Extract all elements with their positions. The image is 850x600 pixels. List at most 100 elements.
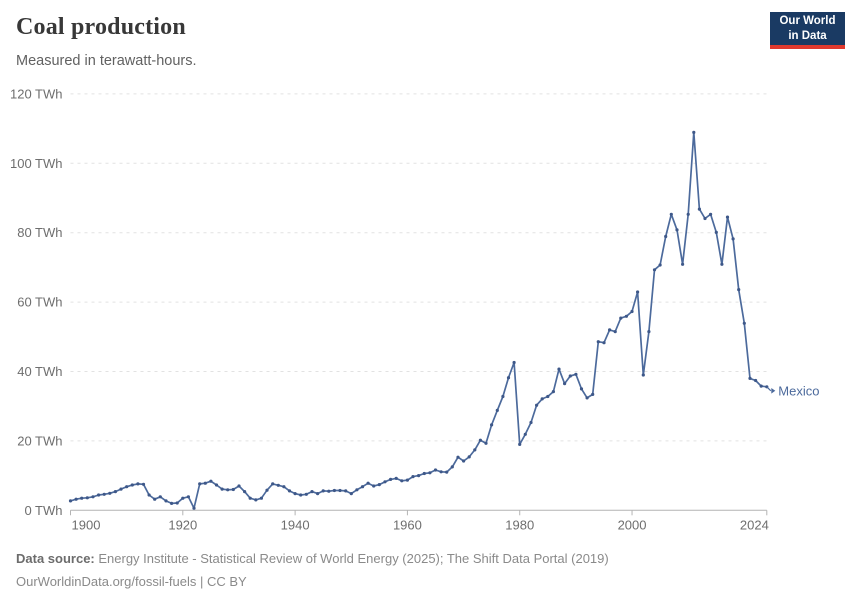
data-point-marker[interactable] [287,489,292,493]
data-point-marker[interactable] [501,394,505,399]
data-point-marker[interactable] [748,376,752,380]
data-point-marker[interactable] [652,268,657,272]
data-point-marker[interactable] [304,492,308,496]
data-point-marker[interactable] [417,474,421,478]
data-point-marker[interactable] [658,263,662,267]
data-point-marker[interactable] [192,506,196,510]
data-point-marker[interactable] [585,396,589,400]
data-point-marker[interactable] [512,360,516,365]
data-point-marker[interactable] [574,372,578,376]
data-point-marker[interactable] [259,496,263,500]
data-point-marker[interactable] [80,496,84,500]
data-point-marker[interactable] [529,420,533,425]
data-point-marker[interactable] [664,234,668,239]
data-point-marker[interactable] [175,501,179,505]
data-point-marker[interactable] [377,483,381,487]
data-point-marker[interactable] [495,408,499,412]
data-point-marker[interactable] [355,488,359,492]
data-point-marker[interactable] [394,476,398,480]
data-point-marker[interactable] [125,485,129,489]
data-point-marker[interactable] [209,479,213,483]
data-point-marker[interactable] [231,487,235,492]
data-point-marker[interactable] [445,470,449,474]
data-point-marker[interactable] [568,374,572,378]
data-point-marker[interactable] [467,455,471,459]
data-point-marker[interactable] [613,330,617,334]
data-point-marker[interactable] [669,212,673,216]
data-point-marker[interactable] [506,376,511,380]
data-point-marker[interactable] [619,316,623,320]
data-point-marker[interactable] [102,492,106,496]
data-point-marker[interactable] [226,488,230,492]
data-point-marker[interactable] [636,290,640,294]
data-point-marker[interactable] [490,423,494,427]
data-point-marker[interactable] [271,482,275,486]
data-point-marker[interactable] [433,468,438,472]
data-point-marker[interactable] [563,382,567,386]
data-point-marker[interactable] [119,487,123,491]
data-point-marker[interactable] [596,340,600,344]
data-point-marker[interactable] [473,448,477,452]
data-point-marker[interactable] [720,262,724,266]
data-point-marker[interactable] [170,501,174,505]
data-point-marker[interactable] [164,499,168,503]
data-point-marker[interactable] [714,230,718,234]
data-point-marker[interactable] [557,367,561,371]
data-point-marker[interactable] [321,489,325,493]
entity-label[interactable]: Mexico [778,383,819,398]
data-point-marker[interactable] [551,390,556,394]
data-point-marker[interactable] [478,438,482,442]
data-point-marker[interactable] [405,478,409,482]
data-point-marker[interactable] [675,228,679,232]
data-point-marker[interactable] [220,487,224,491]
data-point-marker[interactable] [372,484,376,488]
data-point-marker[interactable] [602,341,606,345]
data-point-marker[interactable] [108,491,112,495]
data-point-marker[interactable] [360,485,365,489]
data-point-marker[interactable] [97,493,101,497]
data-point-marker[interactable] [647,330,651,334]
data-point-marker[interactable] [681,262,685,266]
data-point-marker[interactable] [282,485,286,489]
data-point-marker[interactable] [316,492,320,496]
data-point-marker[interactable] [141,482,146,486]
data-point-marker[interactable] [243,490,247,494]
data-point-marker[interactable] [113,490,117,494]
data-point-marker[interactable] [203,481,207,485]
owid-logo[interactable]: Our World in Data [770,12,845,49]
data-point-marker[interactable] [186,495,190,499]
data-point-marker[interactable] [546,394,550,399]
data-point-marker[interactable] [422,471,426,476]
data-point-marker[interactable] [74,497,78,501]
data-point-marker[interactable] [742,321,746,325]
data-point-marker[interactable] [389,477,393,481]
data-point-marker[interactable] [709,212,713,216]
data-point-marker[interactable] [624,314,629,318]
data-point-marker[interactable] [591,392,595,396]
data-point-marker[interactable] [147,493,151,497]
data-point-marker[interactable] [383,480,387,484]
data-point-marker[interactable] [332,488,336,493]
data-point-marker[interactable] [338,488,342,493]
data-point-marker[interactable] [265,488,269,492]
data-point-marker[interactable] [439,470,443,474]
data-point-marker[interactable] [523,432,527,436]
data-point-marker[interactable] [737,288,741,292]
data-point-marker[interactable] [299,493,303,497]
data-point-marker[interactable] [181,496,185,500]
data-point-marker[interactable] [136,482,140,486]
data-point-marker[interactable] [344,489,348,493]
data-point-marker[interactable] [462,459,466,463]
data-point-marker[interactable] [276,483,280,487]
data-point-marker[interactable] [731,237,735,241]
data-point-marker[interactable] [85,496,89,500]
data-point-marker[interactable] [428,471,432,475]
data-point-marker[interactable] [686,212,690,216]
data-point-marker[interactable] [349,492,353,496]
data-point-marker[interactable] [130,483,134,487]
data-point-marker[interactable] [214,483,219,487]
data-point-marker[interactable] [641,373,645,377]
data-point-marker[interactable] [411,475,415,479]
data-point-marker[interactable] [692,130,696,134]
data-point-marker[interactable] [759,384,763,388]
